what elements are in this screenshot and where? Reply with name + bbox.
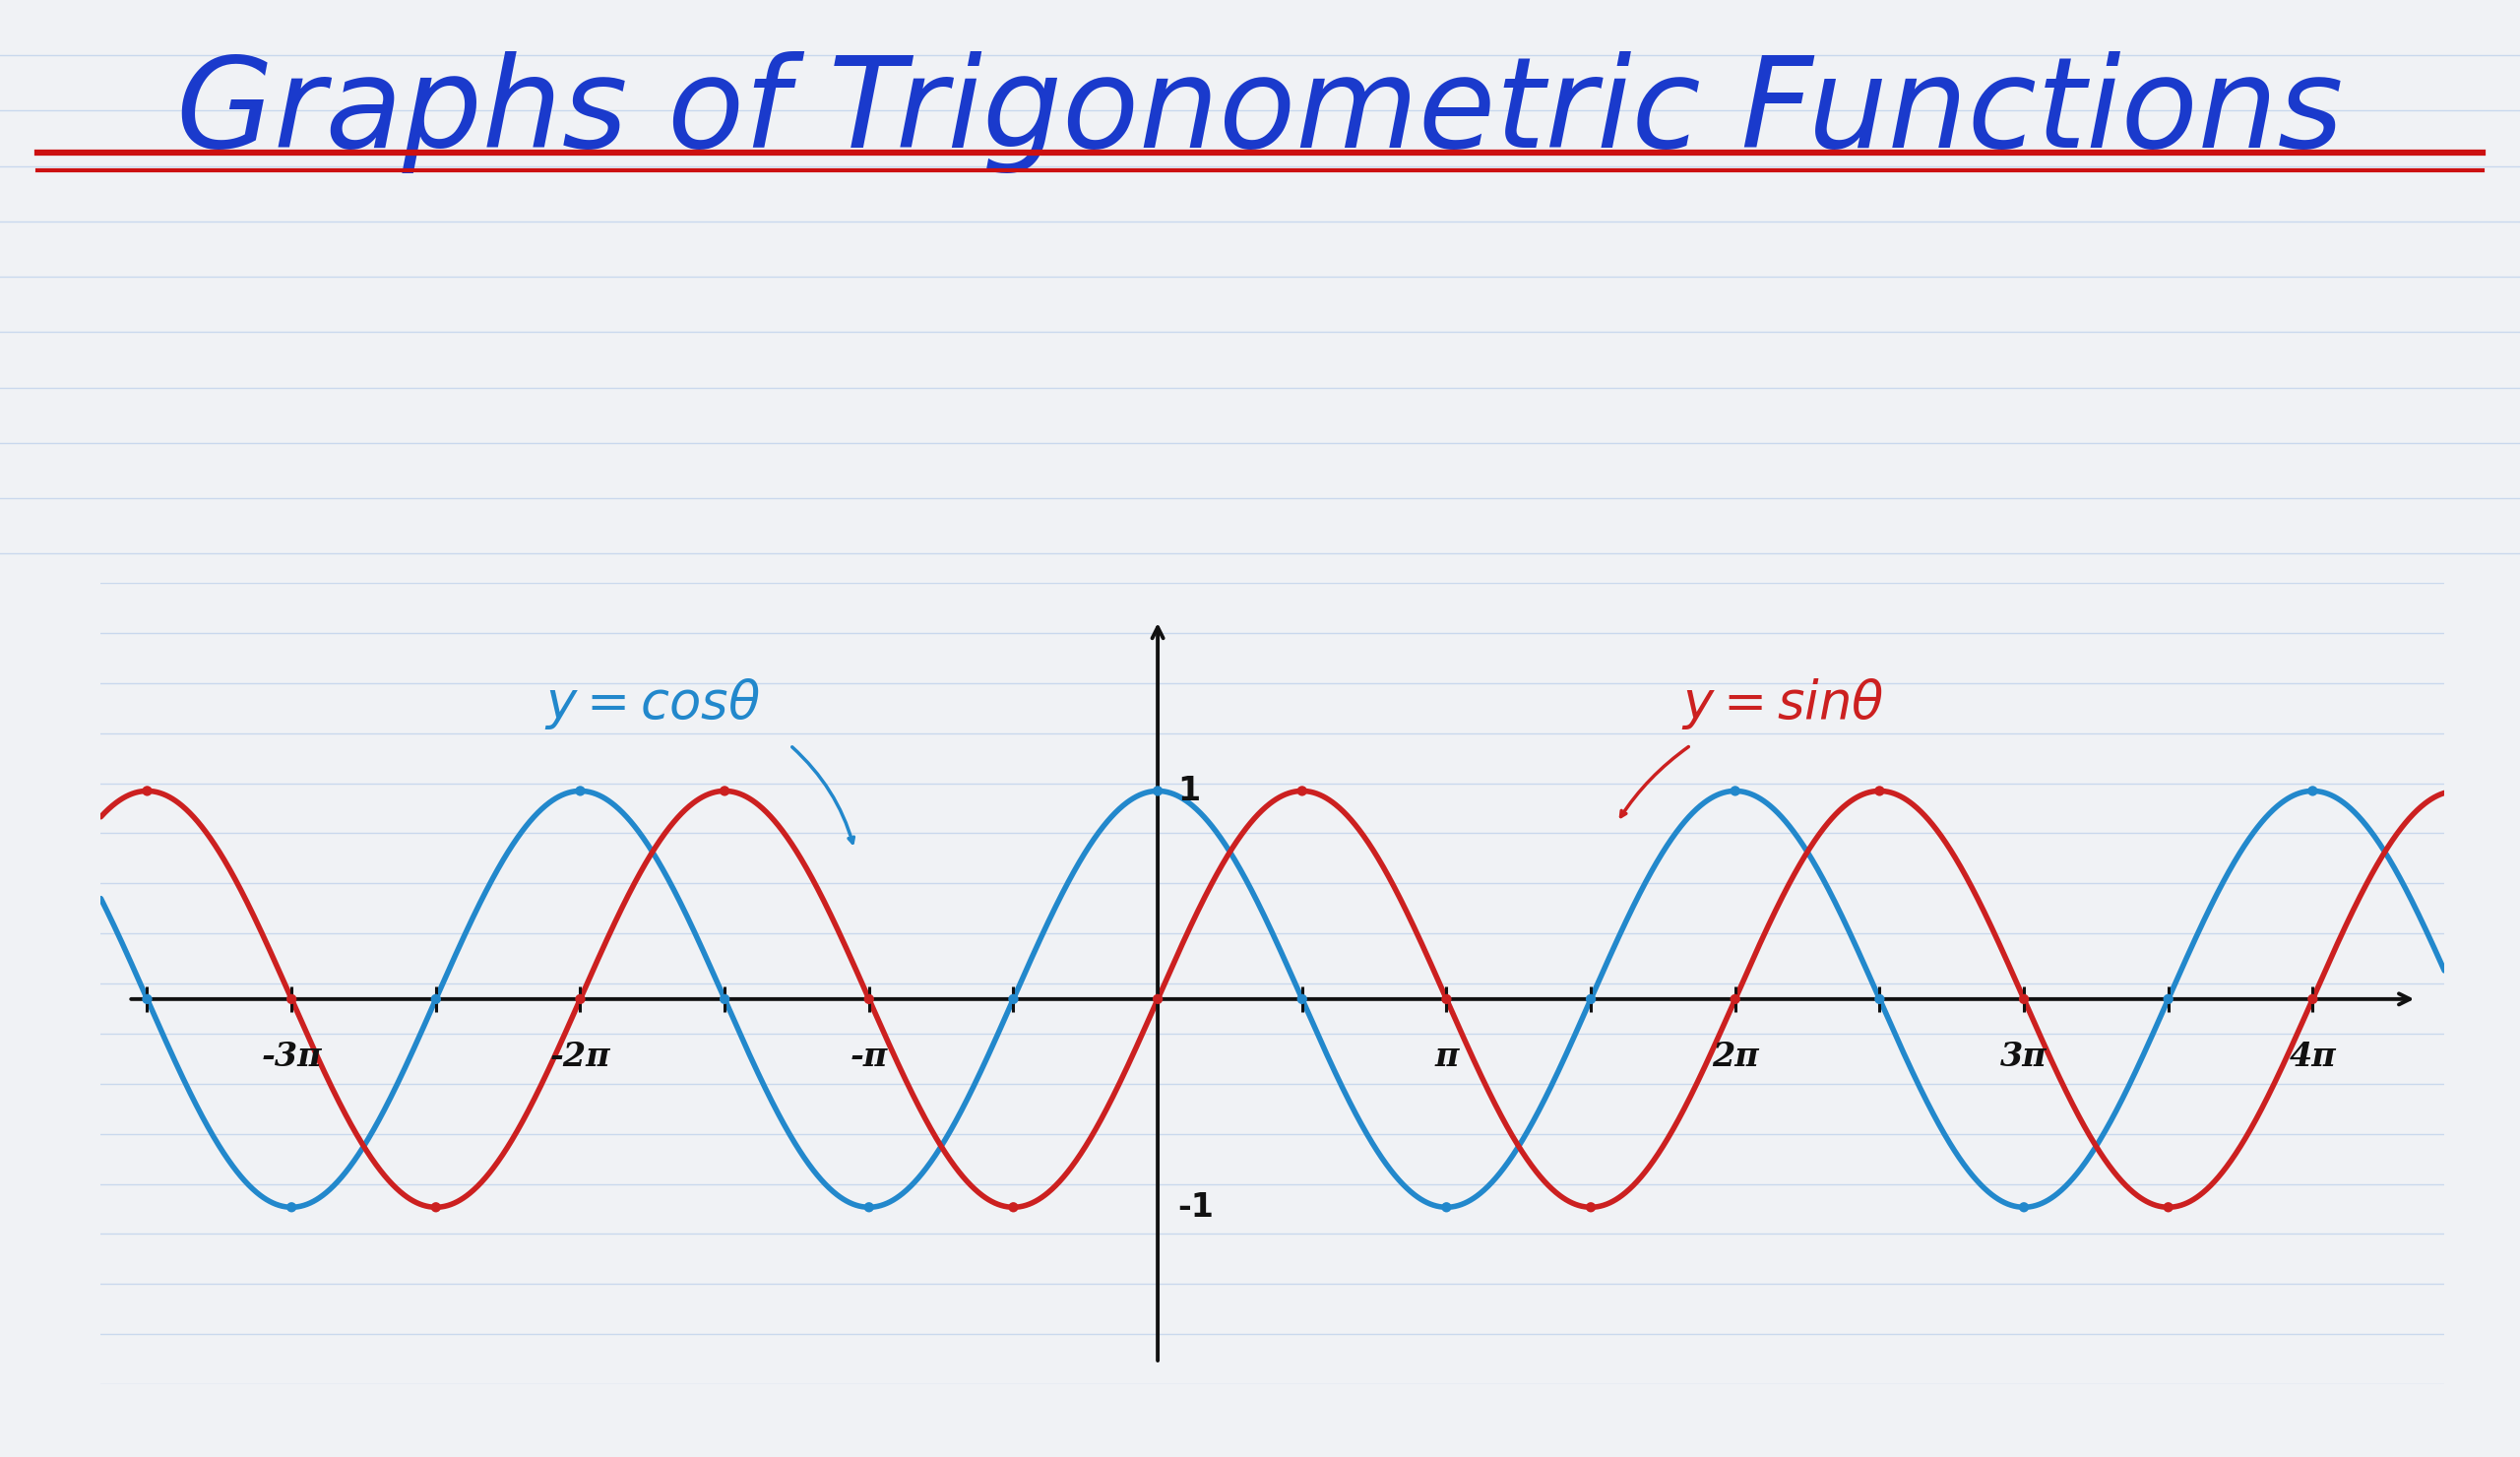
Point	[2437, 779, 2477, 803]
Text: 2π: 2π	[1711, 1040, 1759, 1074]
Point	[1283, 988, 1323, 1011]
Point	[1137, 779, 1177, 803]
Point	[416, 1196, 456, 1220]
Point	[849, 988, 890, 1011]
Point	[559, 779, 600, 803]
Point	[1283, 779, 1323, 803]
Point	[2003, 1196, 2044, 1220]
Point	[126, 988, 166, 1011]
Point	[993, 1196, 1033, 1220]
Text: $y = sin\theta$: $y = sin\theta$	[1681, 676, 1885, 731]
Point	[1570, 988, 1610, 1011]
Point	[559, 988, 600, 1011]
Text: -1: -1	[1177, 1190, 1215, 1224]
Point	[2147, 1196, 2187, 1220]
Point	[706, 779, 746, 803]
Text: -2π: -2π	[549, 1040, 610, 1074]
Text: π: π	[1434, 1040, 1459, 1074]
Point	[706, 988, 746, 1011]
Point	[1716, 988, 1756, 1011]
Text: 3π: 3π	[2001, 1040, 2046, 1074]
Point	[1570, 1196, 1610, 1220]
Text: Graphs of Trigonometric Functions: Graphs of Trigonometric Functions	[176, 51, 2344, 173]
Point	[2003, 988, 2044, 1011]
Point	[1137, 988, 1177, 1011]
Point	[2293, 779, 2334, 803]
Point	[272, 988, 312, 1011]
Text: 1: 1	[1177, 775, 1200, 807]
Point	[1860, 779, 1900, 803]
Point	[1716, 779, 1756, 803]
Point	[272, 1196, 312, 1220]
Text: 4π: 4π	[2288, 1040, 2336, 1074]
Point	[126, 779, 166, 803]
Point	[993, 988, 1033, 1011]
Point	[1426, 1196, 1467, 1220]
Point	[1426, 988, 1467, 1011]
Text: -3π: -3π	[262, 1040, 323, 1074]
Point	[1860, 988, 1900, 1011]
Point	[2293, 988, 2334, 1011]
Point	[849, 1196, 890, 1220]
Text: $y = cos\theta$: $y = cos\theta$	[544, 676, 761, 731]
Point	[416, 988, 456, 1011]
Point	[2147, 988, 2187, 1011]
Text: -π: -π	[849, 1040, 887, 1074]
Point	[2437, 988, 2477, 1011]
